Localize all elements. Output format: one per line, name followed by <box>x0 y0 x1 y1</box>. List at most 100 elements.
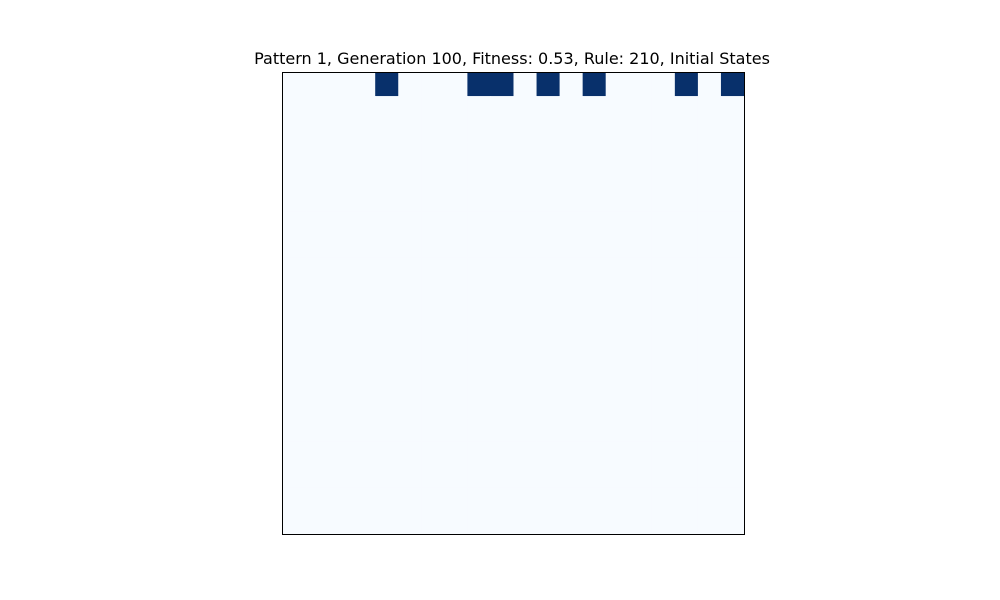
heatmap-cell-r16-c0 <box>283 441 307 466</box>
heatmap-cell-r10-c6 <box>421 303 445 328</box>
heatmap-grid <box>283 73 745 535</box>
heatmap-cell-r4-c17 <box>674 165 699 189</box>
heatmap-cell-r3-c17 <box>674 142 699 166</box>
heatmap-cell-r1-c19 <box>720 96 745 120</box>
heatmap-cell-r8-c10 <box>513 257 538 282</box>
heatmap-cell-r18-c14 <box>605 487 630 512</box>
heatmap-cell-r11-c14 <box>605 326 630 351</box>
heatmap-cell-r4-c6 <box>421 165 445 189</box>
heatmap-cell-r19-c5 <box>398 510 422 535</box>
heatmap-cell-r12-c8 <box>467 349 492 374</box>
heatmap-cell-r1-c17 <box>674 96 699 120</box>
heatmap-cell-r2-c3 <box>352 119 376 143</box>
heatmap-cell-r13-c0 <box>283 372 307 397</box>
heatmap-cell-r8-c2 <box>329 257 353 282</box>
heatmap-cell-r17-c12 <box>559 464 584 489</box>
heatmap-cell-r7-c0 <box>283 234 307 258</box>
heatmap-cell-r5-c4 <box>375 188 399 212</box>
heatmap-cell-r1-c8 <box>467 96 492 120</box>
heatmap-cell-r7-c1 <box>306 234 330 258</box>
heatmap-cell-r12-c13 <box>582 349 607 374</box>
heatmap-cell-r10-c10 <box>513 303 538 328</box>
heatmap-cell-r3-c14 <box>605 142 630 166</box>
heatmap-cell-r16-c10 <box>513 441 538 466</box>
heatmap-cell-r11-c18 <box>697 326 722 351</box>
heatmap-cell-r18-c4 <box>375 487 399 512</box>
heatmap-cell-r4-c8 <box>467 165 492 189</box>
heatmap-cell-r18-c11 <box>536 487 561 512</box>
heatmap-cell-r8-c12 <box>559 257 584 282</box>
heatmap-cell-r17-c1 <box>306 464 330 489</box>
heatmap-cell-r19-c10 <box>513 510 538 535</box>
heatmap-cell-r9-c16 <box>651 280 676 305</box>
heatmap-cell-r1-c16 <box>651 96 676 120</box>
heatmap-cell-r3-c10 <box>513 142 538 166</box>
heatmap-cell-r11-c5 <box>398 326 422 351</box>
heatmap-cell-r15-c12 <box>559 418 584 443</box>
heatmap-cell-r9-c7 <box>444 280 468 305</box>
heatmap-cell-r11-c3 <box>352 326 376 351</box>
heatmap-cell-r17-c11 <box>536 464 561 489</box>
heatmap-cell-r5-c9 <box>490 188 515 212</box>
heatmap-cell-r9-c12 <box>559 280 584 305</box>
heatmap-cell-r2-c7 <box>444 119 468 143</box>
heatmap-cell-r5-c16 <box>651 188 676 212</box>
heatmap-cell-r5-c15 <box>628 188 653 212</box>
heatmap-cell-r11-c10 <box>513 326 538 351</box>
heatmap-cell-r7-c2 <box>329 234 353 258</box>
heatmap-cell-r7-c6 <box>421 234 445 258</box>
heatmap-cell-r18-c13 <box>582 487 607 512</box>
heatmap-cell-r14-c14 <box>605 395 630 420</box>
heatmap-cell-r7-c11 <box>536 234 561 258</box>
heatmap-cell-r1-c0 <box>283 96 307 120</box>
heatmap-cell-r1-c2 <box>329 96 353 120</box>
heatmap-cell-r7-c9 <box>490 234 515 258</box>
heatmap-cell-r11-c1 <box>306 326 330 351</box>
heatmap-cell-r8-c4 <box>375 257 399 282</box>
heatmap-cell-r17-c13 <box>582 464 607 489</box>
heatmap-cell-r18-c18 <box>697 487 722 512</box>
heatmap-cell-r0-c14 <box>605 73 630 97</box>
heatmap-cell-r1-c1 <box>306 96 330 120</box>
heatmap-cell-r14-c3 <box>352 395 376 420</box>
heatmap-cell-r2-c17 <box>674 119 699 143</box>
heatmap-cell-r9-c2 <box>329 280 353 305</box>
heatmap-cell-r10-c19 <box>720 303 745 328</box>
heatmap-cell-r7-c14 <box>605 234 630 258</box>
heatmap-cell-r13-c9 <box>490 372 515 397</box>
heatmap-cell-r7-c4 <box>375 234 399 258</box>
heatmap-cell-r7-c12 <box>559 234 584 258</box>
heatmap-cell-r4-c18 <box>697 165 722 189</box>
heatmap-cell-r10-c18 <box>697 303 722 328</box>
heatmap-cell-r12-c4 <box>375 349 399 374</box>
heatmap-cell-r1-c10 <box>513 96 538 120</box>
heatmap-cell-r2-c5 <box>398 119 422 143</box>
heatmap-cell-r7-c3 <box>352 234 376 258</box>
heatmap-cell-r0-c18 <box>697 73 722 97</box>
heatmap-cell-r19-c14 <box>605 510 630 535</box>
heatmap-cell-r14-c17 <box>674 395 699 420</box>
heatmap-cell-r18-c7 <box>444 487 468 512</box>
heatmap-cell-r0-c15 <box>628 73 653 97</box>
heatmap-cell-r3-c18 <box>697 142 722 166</box>
heatmap-cell-r18-c10 <box>513 487 538 512</box>
heatmap-cell-r1-c12 <box>559 96 584 120</box>
heatmap-cell-r15-c11 <box>536 418 561 443</box>
heatmap-cell-r1-c9 <box>490 96 515 120</box>
heatmap-cell-r4-c3 <box>352 165 376 189</box>
heatmap-cell-r11-c13 <box>582 326 607 351</box>
heatmap-cell-r7-c8 <box>467 234 492 258</box>
heatmap-cell-r18-c3 <box>352 487 376 512</box>
heatmap-cell-r0-c11 <box>536 73 561 97</box>
heatmap-cell-r13-c7 <box>444 372 468 397</box>
heatmap-cell-r6-c15 <box>628 211 653 235</box>
heatmap-cell-r11-c16 <box>651 326 676 351</box>
heatmap-cell-r13-c15 <box>628 372 653 397</box>
heatmap-cell-r10-c4 <box>375 303 399 328</box>
heatmap-cell-r8-c15 <box>628 257 653 282</box>
heatmap-cell-r15-c0 <box>283 418 307 443</box>
heatmap-cell-r1-c3 <box>352 96 376 120</box>
heatmap-cell-r18-c17 <box>674 487 699 512</box>
heatmap-cell-r4-c0 <box>283 165 307 189</box>
